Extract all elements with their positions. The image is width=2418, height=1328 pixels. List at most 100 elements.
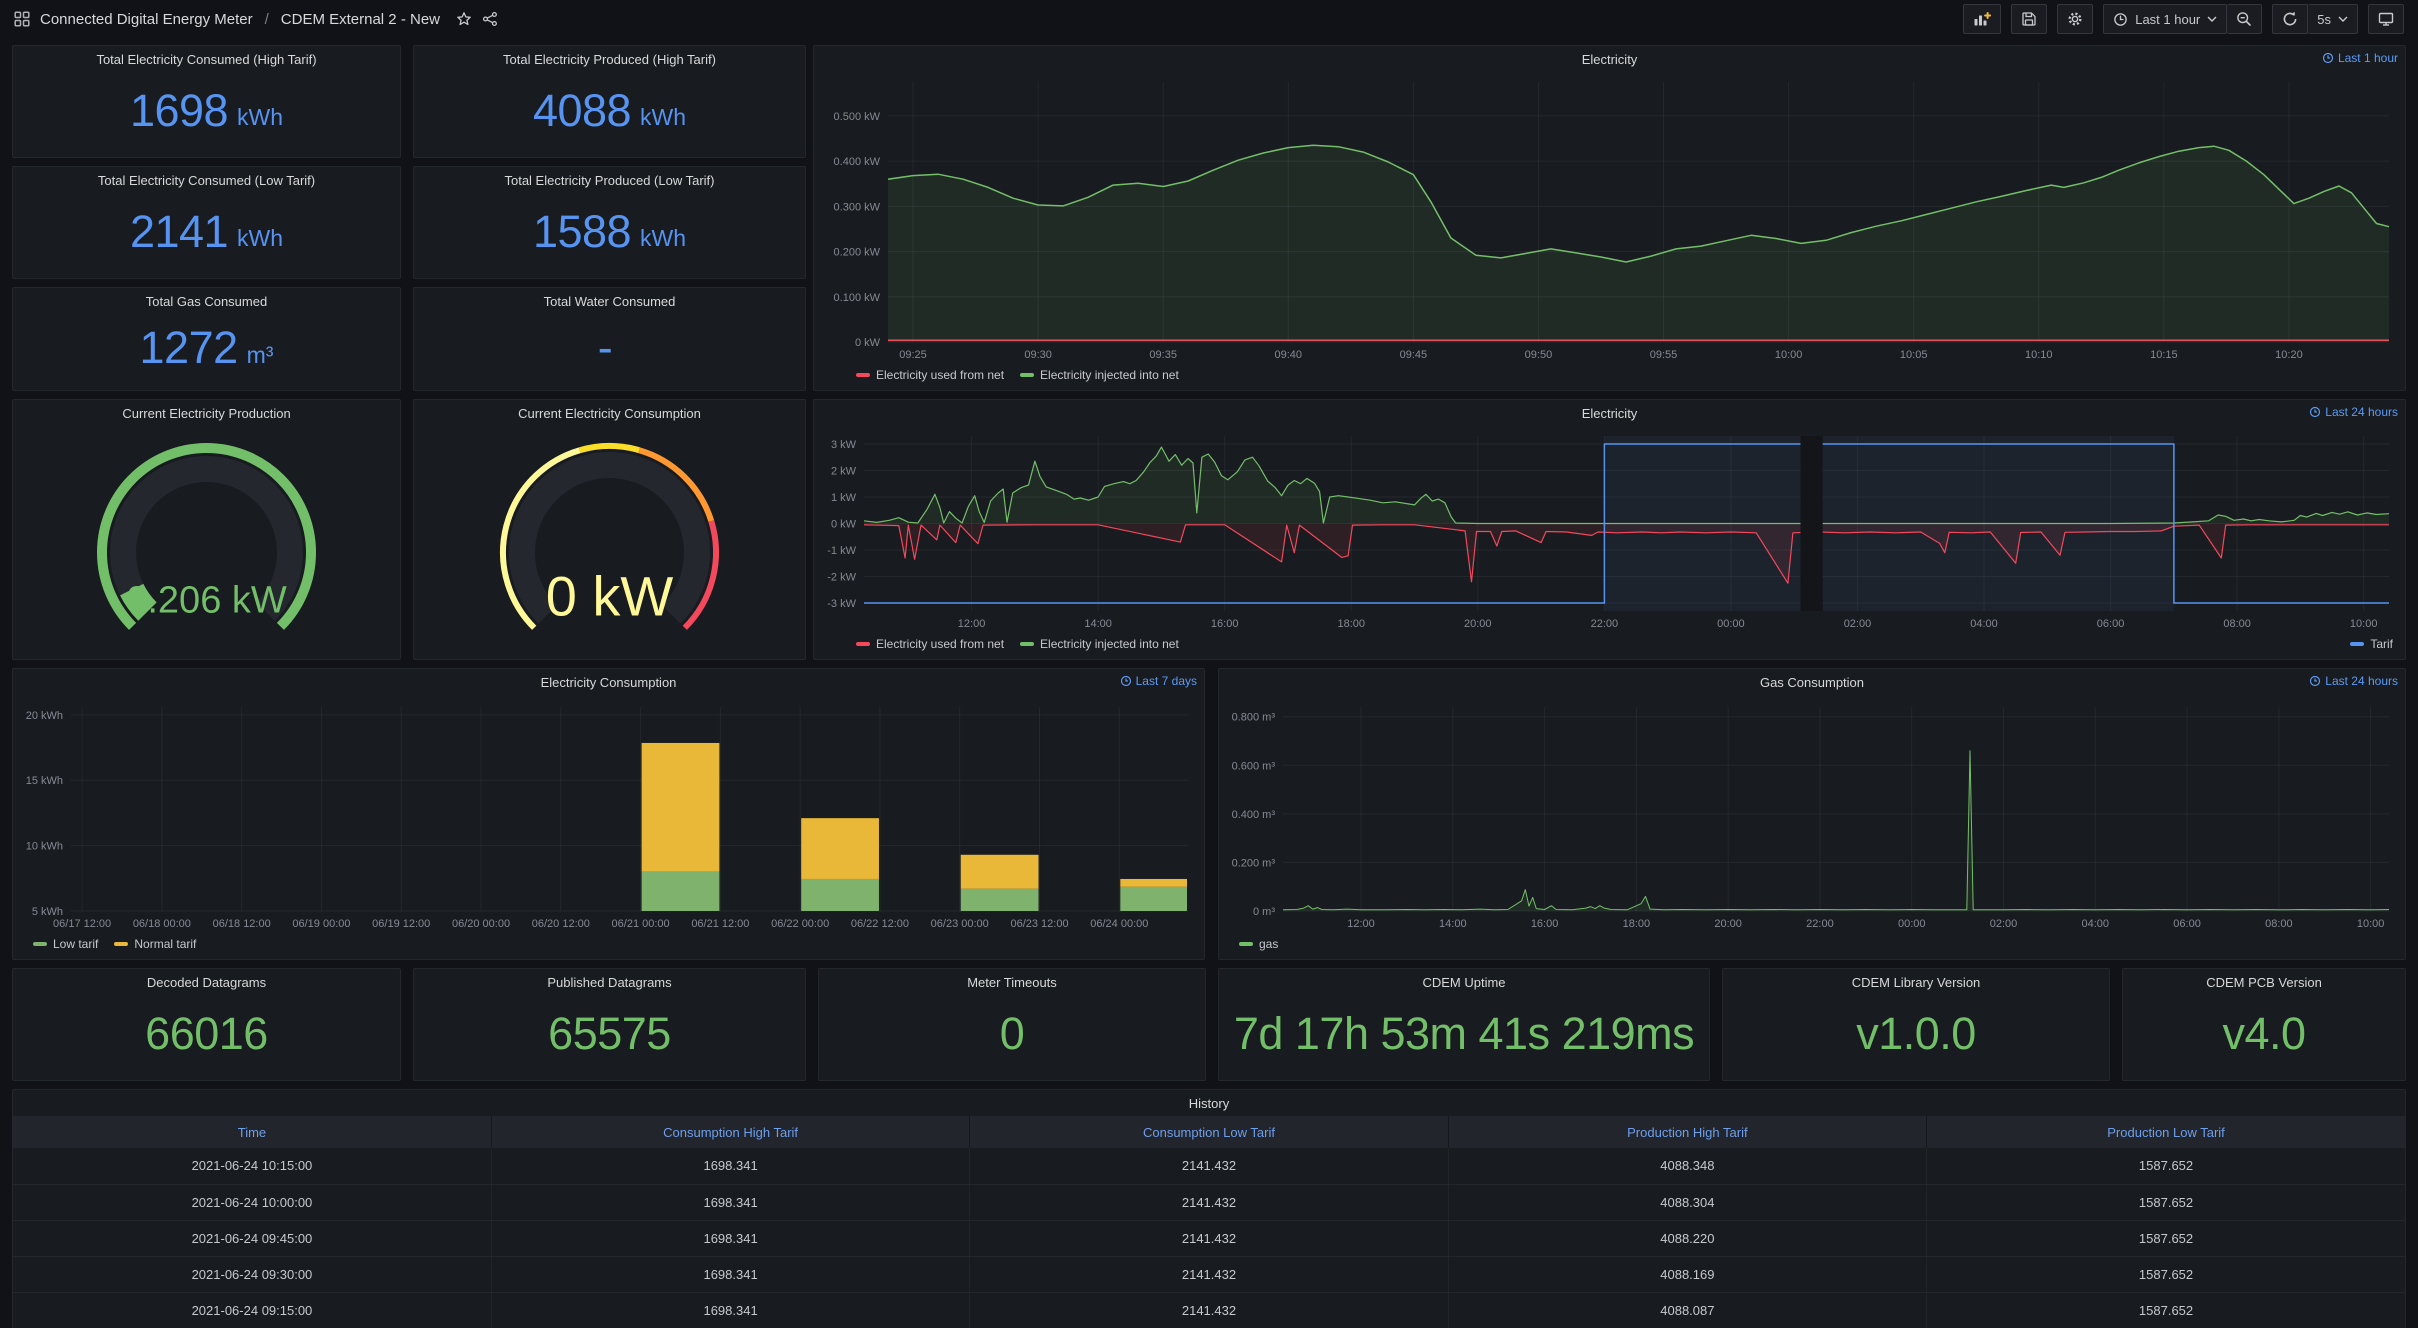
bar-chart-plus-icon — [1973, 11, 1992, 27]
table-column-header[interactable]: Consumption Low Tarif — [969, 1116, 1449, 1148]
clock-icon — [2322, 52, 2334, 64]
breadcrumb-folder[interactable]: Connected Digital Energy Meter — [40, 10, 253, 28]
table-row: 2021-06-24 09:45:00 1698.341 2141.432 4088.… — [13, 1220, 2405, 1257]
add-panel-button[interactable] — [1963, 4, 2002, 34]
breadcrumb-dashboard[interactable]: CDEM External 2 - New — [280, 10, 440, 28]
zoom-out-button[interactable] — [2227, 4, 2263, 34]
refresh-button[interactable] — [2272, 4, 2309, 34]
legend-swatch — [2350, 642, 2365, 646]
svg-text:06/24 00:00: 06/24 00:00 — [1090, 918, 1148, 930]
apps-grid-icon[interactable] — [14, 11, 30, 27]
table-column-header[interactable]: Consumption High Tarif — [491, 1116, 971, 1148]
share-icon[interactable] — [482, 11, 498, 27]
panel-title[interactable]: Current Electricity Production — [122, 405, 291, 421]
svg-text:0 kW: 0 kW — [855, 337, 881, 349]
svg-text:04:00: 04:00 — [1970, 618, 1998, 630]
save-dashboard-button[interactable] — [2011, 4, 2048, 34]
legend-item[interactable]: Electricity injected into net — [1020, 637, 1179, 651]
table-cell: 2141.432 — [969, 1292, 1449, 1328]
panel-cdem-uptime: CDEM Uptime 7d 17h 53m 41s 219ms — [1218, 968, 1710, 1081]
panel-total-produced-low: Total Electricity Produced (Low Tarif) 1… — [413, 166, 806, 279]
panel-title[interactable]: Published Datagrams — [547, 974, 672, 990]
time-badge[interactable]: Last 1 hour — [2322, 51, 2398, 65]
time-range-picker[interactable]: Last 1 hour — [2103, 4, 2228, 34]
svg-text:09:25: 09:25 — [899, 349, 927, 361]
panel-title[interactable]: Total Water Consumed — [543, 293, 676, 309]
panel-title[interactable]: Current Electricity Consumption — [518, 405, 701, 421]
panel-title[interactable]: Total Gas Consumed — [145, 293, 268, 309]
panel-title[interactable]: Meter Timeouts — [967, 974, 1057, 990]
table-cell: 1587.652 — [1926, 1256, 2405, 1293]
stat-number: 2141 — [129, 205, 229, 257]
table-cell: 2021-06-24 09:15:00 — [13, 1292, 492, 1328]
gas-consumption-chart[interactable]: 0 m³ 0.200 m³ 0.400 m³ 0.600 m³ 0.800 m³ 12:0… — [1219, 695, 2405, 935]
svg-text:08:00: 08:00 — [2265, 918, 2293, 930]
panel-title[interactable]: Total Electricity Consumed (High Tarif) — [96, 51, 317, 67]
legend-label: Electricity used from net — [876, 368, 1005, 382]
panel-title[interactable]: Gas Consumption Last 24 hours — [1759, 674, 2398, 690]
legend-item[interactable]: Tarif — [2350, 637, 2393, 651]
panel-title[interactable]: Decoded Datagrams — [146, 974, 267, 990]
panel-title[interactable]: History — [1188, 1095, 1230, 1111]
navbar: Connected Digital Energy Meter / CDEM Ex… — [0, 0, 2418, 38]
panel-title[interactable]: Electricity Consumption Last 7 days — [540, 674, 1197, 690]
refresh-interval-picker[interactable]: 5s — [2308, 4, 2358, 34]
svg-text:06/21 00:00: 06/21 00:00 — [612, 918, 670, 930]
stat-unit: kWh — [237, 104, 284, 130]
legend-item[interactable]: Low tarif — [33, 937, 98, 951]
stat-number: 7d 17h 53m 41s 219ms — [1233, 1007, 1695, 1059]
stat-value: 2141 kWh — [13, 193, 400, 278]
panel-title[interactable]: Electricity Last 1 hour — [1581, 51, 2398, 67]
svg-text:06:00: 06:00 — [2097, 618, 2125, 630]
panel-title[interactable]: Total Electricity Consumed (Low Tarif) — [97, 172, 316, 188]
svg-text:0.100 kW: 0.100 kW — [834, 292, 881, 304]
panel-total-gas: Total Gas Consumed 1272 m³ — [12, 287, 401, 391]
stat-value: 7d 17h 53m 41s 219ms — [1219, 995, 1709, 1080]
svg-text:10:05: 10:05 — [1900, 349, 1928, 361]
table-cell: 1698.341 — [491, 1184, 971, 1221]
panel-title[interactable]: CDEM Uptime — [1422, 974, 1506, 990]
legend-item[interactable]: Electricity used from net — [856, 368, 1004, 382]
panel-title[interactable]: CDEM PCB Version — [2206, 974, 2322, 990]
table-cell: 2021-06-24 10:00:00 — [13, 1184, 492, 1221]
svg-text:06/19 00:00: 06/19 00:00 — [292, 918, 350, 930]
time-badge[interactable]: Last 7 days — [1120, 674, 1197, 688]
table-cell: 1698.341 — [491, 1220, 971, 1257]
svg-text:06/23 12:00: 06/23 12:00 — [1010, 918, 1068, 930]
legend-item[interactable]: Normal tarif — [114, 937, 196, 951]
legend-item[interactable]: Electricity injected into net — [1020, 368, 1179, 382]
panel-title[interactable]: Total Electricity Produced (Low Tarif) — [504, 172, 715, 188]
svg-text:10:00: 10:00 — [2350, 618, 2378, 630]
panel-title[interactable]: Electricity Last 24 hours — [1581, 405, 2398, 421]
legend-item[interactable]: Electricity used from net — [856, 637, 1004, 651]
star-icon[interactable] — [456, 11, 472, 27]
electricity-consumption-chart[interactable]: 5 kWh 10 kWh 15 kWh 20 kWh 06/17 12:00 06/18 … — [13, 695, 1204, 935]
breadcrumb-separator: / — [264, 10, 269, 28]
legend-item[interactable]: gas — [1239, 937, 1278, 951]
time-badge[interactable]: Last 24 hours — [2309, 674, 2398, 688]
table-column-header[interactable]: Production Low Tarif — [1926, 1116, 2405, 1148]
table-column-header[interactable]: Production High Tarif — [1448, 1116, 1928, 1148]
chevron-down-icon — [2338, 16, 2348, 22]
legend-swatch — [114, 942, 129, 946]
stat-value: 66016 — [13, 995, 400, 1080]
svg-text:0.200 m³: 0.200 m³ — [1232, 857, 1276, 869]
dashboard-settings-button[interactable] — [2057, 4, 2094, 34]
electricity-1h-chart[interactable]: 0.500 kW 0.400 kW 0.300 kW 0.200 kW 0.100 kW… — [814, 72, 2405, 366]
table-column-header[interactable]: Time — [13, 1116, 492, 1148]
table-row: 2021-06-24 09:30:00 1698.341 2141.432 4088.… — [13, 1256, 2405, 1293]
panel-title[interactable]: CDEM Library Version — [1851, 974, 1981, 990]
svg-text:09:30: 09:30 — [1024, 349, 1052, 361]
svg-text:12:00: 12:00 — [1347, 918, 1375, 930]
kiosk-mode-button[interactable] — [2368, 4, 2404, 34]
legend-label: Electricity injected into net — [1040, 637, 1179, 651]
svg-text:09:40: 09:40 — [1275, 349, 1303, 361]
electricity-24h-chart[interactable]: 3 kW 2 kW 1 kW 0 kW -1 kW -2 kW -3 kW 12:00 14:0… — [814, 426, 2405, 635]
time-badge[interactable]: Last 24 hours — [2309, 405, 2398, 419]
panel-current-consumption-gauge: Current Electricity Consumption 0 kW — [413, 399, 806, 660]
panel-title[interactable]: Total Electricity Produced (High Tarif) — [503, 51, 716, 67]
svg-text:22:00: 22:00 — [1591, 618, 1619, 630]
gear-icon — [2067, 11, 2083, 27]
legend-label: Tarif — [2370, 637, 2393, 651]
clock-icon — [1120, 675, 1131, 687]
